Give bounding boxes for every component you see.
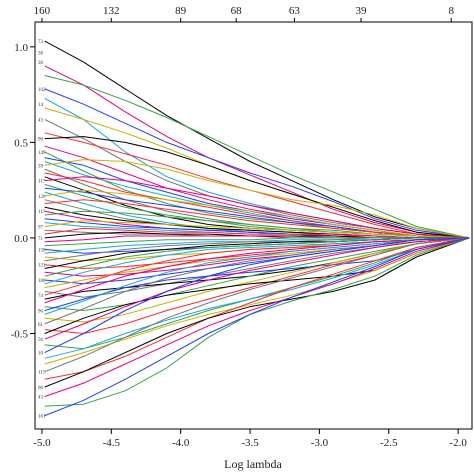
coefficient-path-line	[44, 189, 470, 239]
variable-index-label: 106	[38, 279, 46, 284]
coefficient-path-line	[44, 88, 470, 239]
x-tick-label: -2.0	[449, 437, 467, 449]
x-tick-label: -3.5	[241, 437, 259, 449]
top-tick-label: 8	[448, 5, 454, 17]
coefficient-path-line	[44, 237, 470, 380]
variable-index-label: 74	[38, 294, 44, 299]
coefficient-path-line	[44, 237, 470, 277]
variable-index-label: 158	[38, 248, 46, 253]
variable-index-label: 102	[38, 88, 46, 93]
x-tick-label: -5.0	[33, 437, 51, 449]
coefficient-path-line	[44, 97, 470, 239]
plot-frame	[34, 21, 473, 430]
top-tick-label: 160	[34, 5, 51, 17]
variable-index-label: 43	[38, 396, 44, 401]
top-tick-label: 132	[103, 5, 120, 17]
variable-index-label: 97	[38, 225, 44, 230]
variable-index-label: 43	[38, 118, 44, 123]
coefficient-path-line	[44, 227, 470, 239]
coefficient-path-line	[44, 237, 470, 354]
variable-index-labels: 73 38 36 102 14 43 90 149 39 117 126 117 97 71 158 121 1…	[38, 40, 46, 420]
variable-index-label: 161	[38, 415, 46, 420]
coefficient-path-line	[44, 237, 470, 323]
y-tick-label: 0.5	[14, 137, 28, 149]
variable-index-label: 71	[38, 237, 44, 242]
x-tick-label: -4.5	[103, 437, 121, 449]
variable-index-label: 61	[38, 323, 44, 328]
coefficient-path-line	[44, 237, 470, 373]
coefficient-path-line	[44, 159, 470, 239]
coefficient-path-line	[44, 136, 470, 239]
coefficient-path-line	[44, 237, 470, 388]
y-tick-label: 1.0	[14, 42, 28, 54]
y-axis: -0.5 0.0 0.5 1.0	[11, 42, 35, 340]
coefficient-path-line	[44, 237, 470, 311]
coefficient-path-line	[44, 237, 470, 359]
variable-index-label: 36	[38, 61, 44, 66]
y-tick-label: -0.5	[11, 328, 29, 340]
coefficient-path-line	[44, 75, 470, 239]
coefficient-path-line	[44, 237, 470, 311]
coefficient-path-line	[44, 176, 470, 239]
variable-index-label: 117	[38, 210, 46, 215]
variable-index-label: 10	[38, 352, 44, 357]
coefficient-path-line	[44, 237, 470, 417]
x-axis-bottom: -5.0 -4.5 -4.0 -3.5 -3.0 -2.5 -2.0	[33, 429, 467, 449]
coefficient-path-line	[44, 237, 470, 397]
coefficient-path-line	[44, 237, 470, 315]
coefficient-path-line	[44, 237, 470, 304]
x-tick-label: -4.0	[172, 437, 190, 449]
variable-index-label: 39	[38, 164, 44, 169]
coefficient-path-line	[44, 65, 470, 239]
y-tick-label: 0.0	[14, 233, 28, 245]
variable-index-label: 117	[38, 180, 46, 185]
top-tick-label: 39	[356, 5, 368, 17]
x-tick-label: -3.0	[311, 437, 329, 449]
coefficient-path-line	[44, 199, 470, 239]
top-tick-label: 89	[175, 5, 187, 17]
variable-index-label: 149	[38, 151, 46, 156]
coefficient-lines	[44, 40, 470, 417]
variable-index-label: 73	[38, 40, 44, 45]
x-axis-top: 160 132 89 68 63 39 8	[34, 5, 454, 22]
variable-index-label: 126	[38, 195, 46, 200]
top-tick-label: 63	[289, 5, 301, 17]
variable-index-label: 115	[38, 371, 46, 376]
top-tick-label: 68	[231, 5, 243, 17]
coefficient-path-line	[44, 220, 470, 239]
variable-index-label: 14	[38, 103, 44, 108]
variable-index-label: 121	[38, 264, 46, 269]
coefficient-path-line	[44, 40, 470, 239]
x-axis-title: Log lambda	[224, 457, 282, 471]
variable-index-label: 38	[38, 52, 44, 57]
variable-index-label: 96	[38, 310, 44, 315]
coefficient-path-line	[44, 237, 470, 340]
variable-index-label: 66	[38, 386, 44, 391]
variable-index-label: 56	[38, 338, 44, 343]
x-tick-label: -2.5	[380, 437, 398, 449]
variable-index-label: 90	[38, 138, 44, 143]
